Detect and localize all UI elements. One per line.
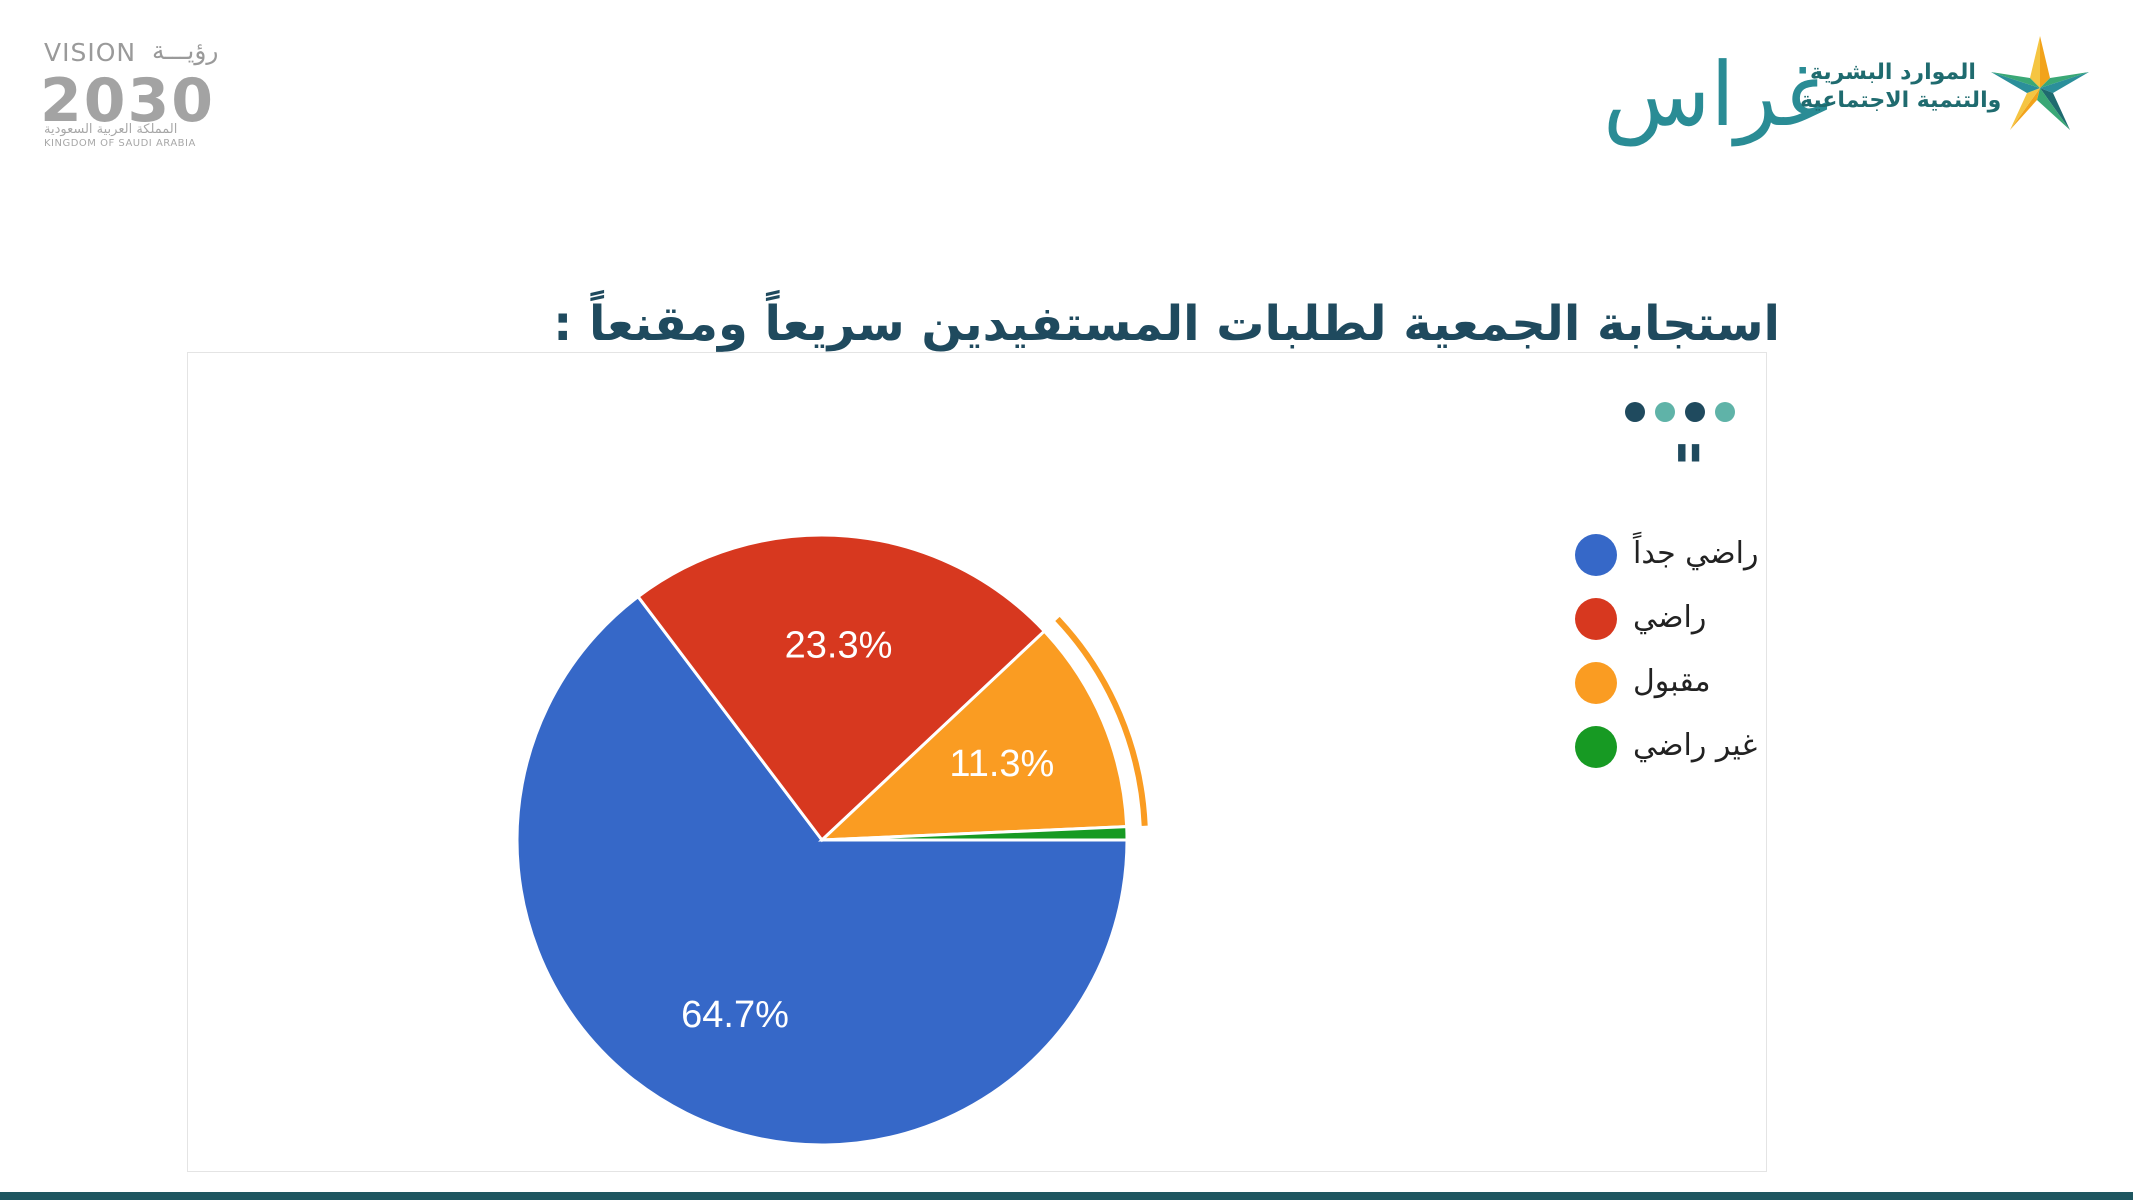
ministry-name-line1: الموارد البشرية	[1810, 60, 1976, 85]
dot-3	[1685, 402, 1705, 422]
vision-year: 2030	[40, 66, 215, 136]
legend-swatch	[1575, 726, 1617, 768]
ghiras-logo-text: غراس	[1603, 43, 1830, 146]
pie-data-label-2: 23.3%	[785, 625, 893, 667]
legend-swatch	[1575, 662, 1617, 704]
dot-4	[1715, 402, 1735, 422]
pie-chart: 64.7% 23.3% 11.3%	[515, 533, 1148, 1147]
vision-arabic-text: رؤيـــة	[152, 36, 219, 65]
ministry-logo: الموارد البشرية والتنمية الاجتماعية	[1790, 30, 2100, 150]
legend-label: راضي جداً	[1633, 536, 1759, 571]
legend-label: راضي	[1633, 600, 1707, 635]
vision-latin-text: VISION	[44, 38, 137, 67]
vision-sub-latin: KINGDOM OF SAUDI ARABIA	[44, 138, 196, 149]
vision-sub-arabic: المملكة العربية السعودية	[44, 122, 178, 137]
legend-swatch	[1575, 598, 1617, 640]
dot-2	[1655, 402, 1675, 422]
legend-item: مقبول	[1575, 658, 1825, 704]
pie-slice-1	[515, 594, 1129, 1147]
legend-item: راضي جداً	[1575, 530, 1825, 576]
pie-slice-4	[821, 825, 1129, 842]
legend-item: غير راضي	[1575, 722, 1825, 768]
pie-slice-2	[636, 533, 1047, 843]
legend-swatch	[1575, 534, 1617, 576]
chart-frame	[187, 352, 1767, 1172]
vision-2030-logo: VISION رؤيـــة 2030 المملكة العربية السع…	[40, 36, 220, 153]
ghiras-logo: غراس	[1595, 15, 1829, 165]
legend-item: راضي	[1575, 594, 1825, 640]
legend-label: غير راضي	[1633, 728, 1758, 763]
pie-slice-3	[818, 629, 1129, 842]
decorative-dots	[1625, 402, 1745, 424]
ministry-star-icon	[1991, 36, 2089, 130]
dot-1	[1625, 402, 1645, 422]
pie-data-label-1: 64.7%	[681, 994, 789, 1036]
slide-title: استجابة الجمعية لطلبات المستفيدين سريعاً…	[553, 296, 1780, 352]
legend-label: مقبول	[1633, 664, 1711, 699]
bottom-bar	[0, 1192, 2133, 1200]
pie-data-label-3: 11.3%	[949, 743, 1054, 785]
quote-mark: "	[1672, 433, 1706, 507]
ministry-name-line2: والتنمية الاجتماعية	[1800, 88, 2002, 113]
pie-slice-highlight-arc	[1055, 616, 1148, 826]
